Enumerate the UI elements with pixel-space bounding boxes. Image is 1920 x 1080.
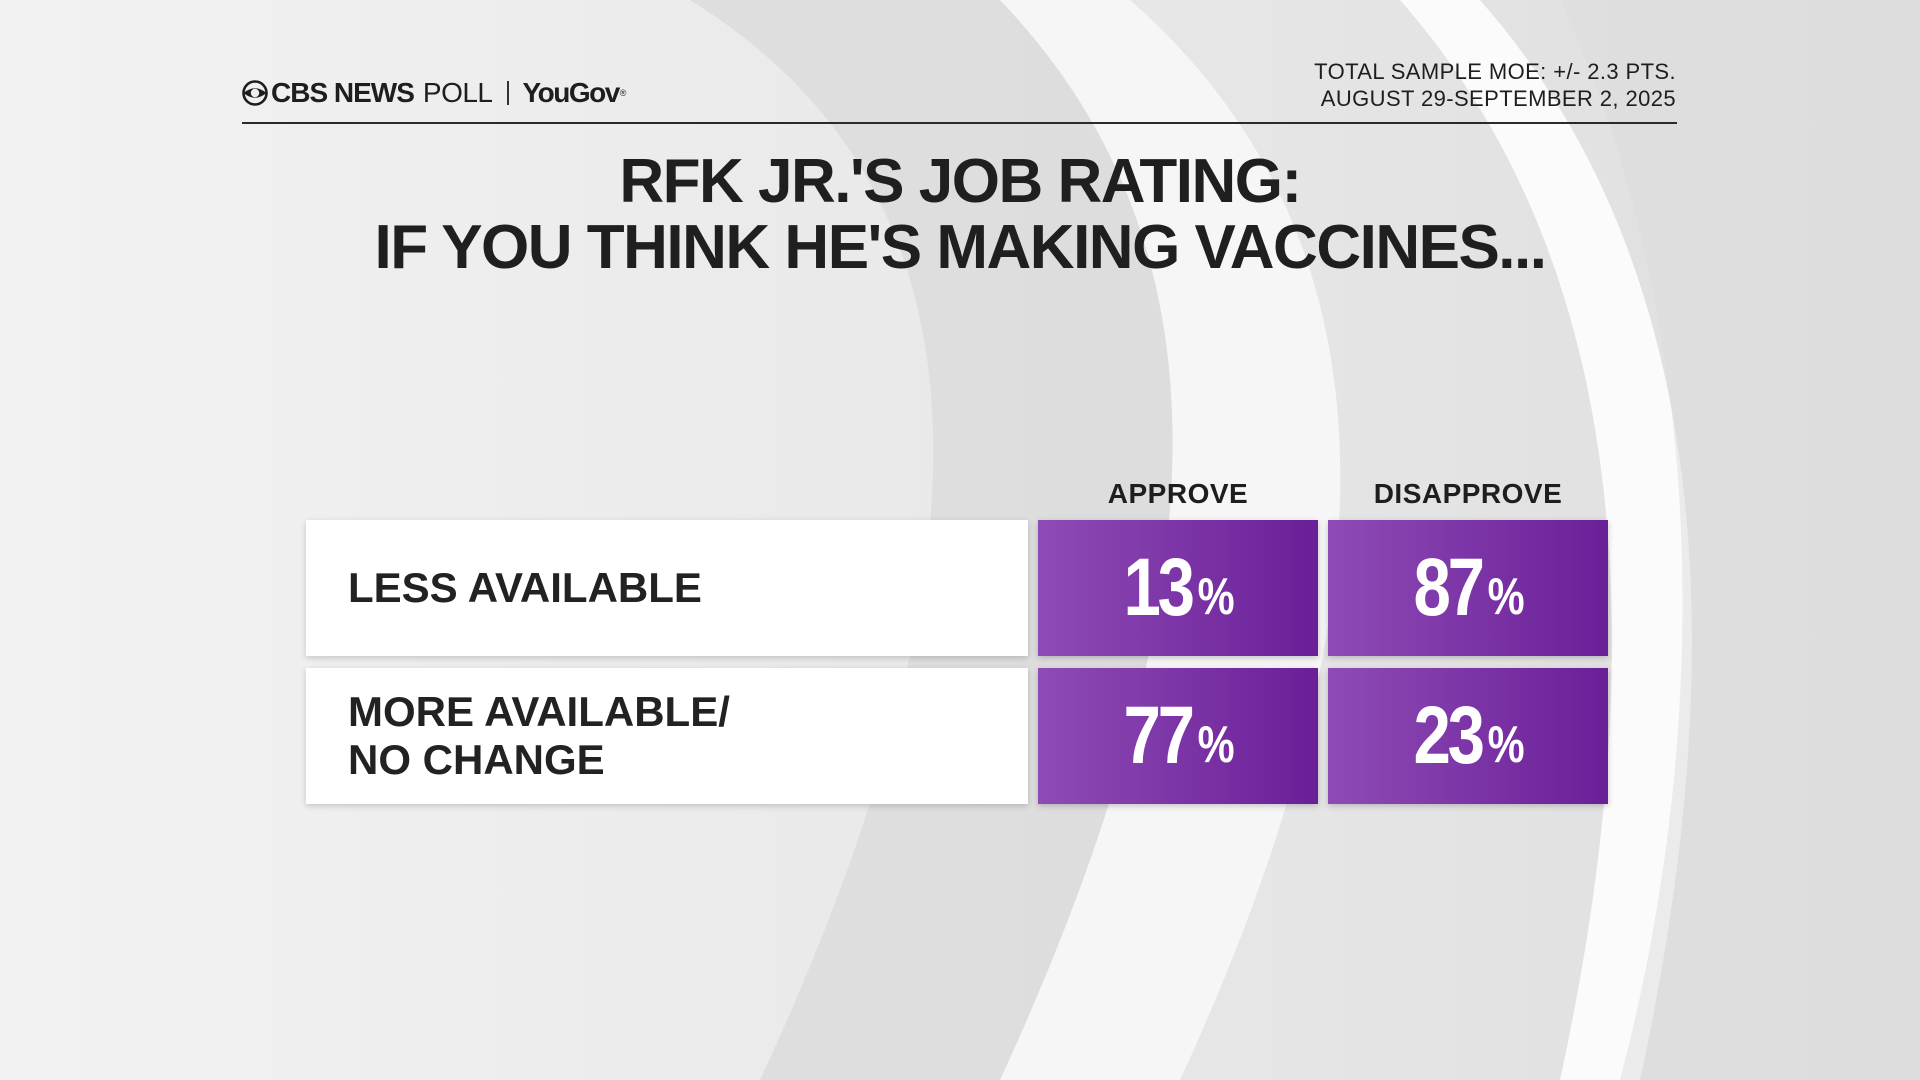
cbs-news-logo-text: CBS NEWS [271,77,415,108]
percent-sign: % [1198,716,1236,774]
yougov-logo-text: YouGov [522,77,621,108]
chart-title-line-2: IF YOU THINK HE'S MAKING VACCINES... [374,213,1547,282]
poll-label: POLL [422,77,493,108]
column-header-approve: APPROVE [1107,478,1249,509]
cell-value: 23 [1413,690,1486,781]
cell-more-available-disapprove: 23% [1328,668,1608,804]
row-label-more-available: MORE AVAILABLE/ NO CHANGE [306,668,1028,804]
header-rule [242,122,1677,124]
brand-divider [506,81,509,105]
poll-brand: CBS NEWS POLL YouGov ® [242,77,627,108]
cbs-eye-icon [242,80,268,106]
cell-less-available-approve: 13% [1038,520,1318,656]
percent-sign: % [1198,568,1236,626]
row-label-text: LESS AVAILABLE [348,564,702,611]
poll-meta: TOTAL SAMPLE MOE: +/- 2.3 PTS. AUGUST 29… [1314,58,1676,112]
registered-mark: ® [619,88,627,98]
cell-value: 77 [1123,690,1196,781]
field-dates: AUGUST 29-SEPTEMBER 2, 2025 [1320,86,1676,111]
percent-sign: % [1488,568,1526,626]
chart-title-line-1: RFK JR.'S JOB RATING: [619,147,1302,216]
cell-value: 87 [1413,542,1486,633]
cell-more-available-approve: 77% [1038,668,1318,804]
percent-sign: % [1488,716,1526,774]
moe-text: TOTAL SAMPLE MOE: +/- 2.3 PTS. [1314,59,1676,84]
cell-value: 13 [1123,542,1196,633]
column-header-disapprove: DISAPPROVE [1373,478,1563,509]
cell-less-available-disapprove: 87% [1328,520,1608,656]
row-label-text: MORE AVAILABLE/ NO CHANGE [348,688,730,783]
row-label-less-available: LESS AVAILABLE [306,520,1028,656]
